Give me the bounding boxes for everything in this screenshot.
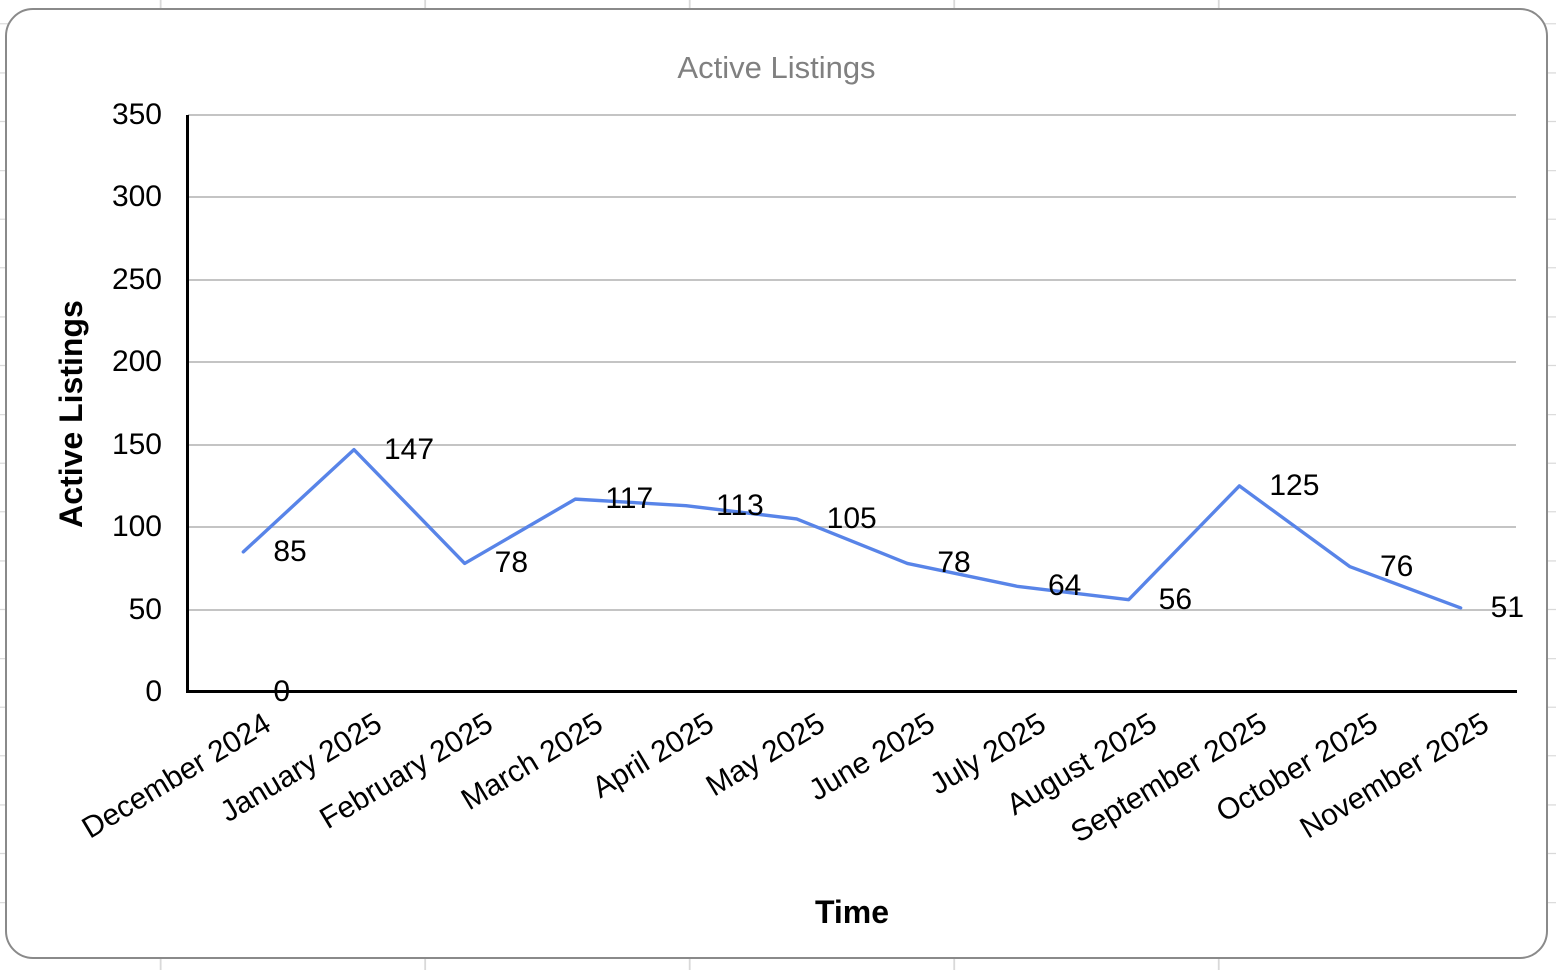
line-series-svg — [241, 447, 1463, 610]
data-label: 64 — [1048, 569, 1082, 603]
plot-gridline — [188, 526, 1516, 529]
y-tick-label: 0 — [145, 675, 162, 708]
y-tick-label: 200 — [111, 345, 162, 379]
y-tick-label: 250 — [111, 262, 162, 296]
data-label: 76 — [1380, 549, 1414, 583]
y-tick-label: 350 — [111, 98, 162, 131]
plot-gridline — [188, 278, 1516, 281]
chart-title: Active Listings — [677, 50, 876, 85]
data-label: 117 — [605, 482, 654, 516]
data-label: 147 — [384, 432, 435, 466]
plot-gridline — [188, 361, 1516, 364]
y-axis-line — [186, 115, 189, 693]
data-label: 105 — [826, 501, 877, 535]
data-label: 125 — [1269, 468, 1320, 502]
y-tick-label: 150 — [111, 427, 162, 461]
plot-gridline — [188, 443, 1516, 446]
active-listings-line — [241, 447, 1463, 610]
data-label: 85 — [273, 534, 307, 568]
data-label: 56 — [1158, 582, 1193, 616]
y-tick-label: 100 — [111, 510, 162, 544]
data-label: 51 — [1490, 590, 1525, 624]
plot-gridline — [188, 608, 1516, 611]
x-axis-line — [186, 690, 1517, 693]
x-axis-title: Time — [814, 894, 890, 930]
y-tick-label: 50 — [128, 592, 162, 626]
plot-gridline — [188, 114, 1516, 116]
chart-card[interactable]: Active Listings Active Listings 0 50 100 15… — [5, 8, 1548, 959]
plot-gridline — [188, 196, 1516, 199]
data-label: 78 — [494, 546, 529, 580]
y-tick-label: 300 — [111, 180, 162, 214]
data-label: 78 — [937, 546, 971, 580]
data-label-annotation: 0 — [273, 675, 291, 708]
data-label: 113 — [716, 488, 764, 522]
